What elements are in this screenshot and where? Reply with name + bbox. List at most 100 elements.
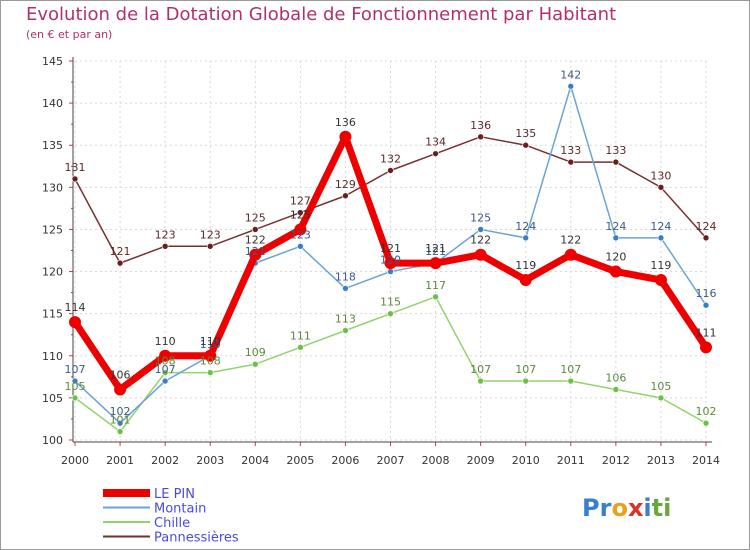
data-point — [69, 316, 81, 329]
logo-letter: t — [652, 494, 663, 522]
data-label: 118 — [335, 270, 356, 283]
data-point — [387, 268, 394, 275]
data-point — [206, 242, 214, 250]
data-point — [116, 419, 124, 427]
data-point — [297, 209, 304, 216]
y-tick-label: 115 — [42, 308, 63, 321]
data-point — [429, 257, 442, 270]
data-point — [249, 248, 262, 261]
data-point — [384, 257, 397, 270]
data-label: 131 — [65, 161, 86, 174]
data-label: 142 — [560, 68, 581, 81]
data-label: 115 — [380, 296, 401, 309]
data-point — [657, 184, 665, 191]
data-label: 107 — [155, 363, 176, 376]
data-point — [206, 369, 214, 376]
data-label: 122 — [470, 234, 491, 247]
data-point — [609, 265, 622, 278]
data-label: 133 — [560, 144, 581, 157]
x-tick-label: 2012 — [602, 454, 630, 467]
x-tick-label: 2004 — [241, 454, 269, 467]
data-label: 119 — [515, 259, 536, 272]
x-tick-label: 2005 — [286, 454, 314, 467]
data-label: 124 — [605, 220, 626, 233]
y-tick-label: 145 — [42, 55, 63, 68]
y-tick-label: 100 — [42, 434, 63, 447]
data-label: 113 — [335, 313, 356, 326]
series-le-pin — [69, 130, 712, 396]
data-label: 135 — [515, 127, 536, 140]
data-point — [477, 226, 484, 233]
series-group — [69, 82, 712, 435]
y-tick-label: 125 — [42, 223, 63, 236]
axes: 100 105 110 115 120 125 130 135 140 145 2000 2001 20… — [42, 55, 720, 467]
data-label: 129 — [335, 178, 356, 191]
data-point — [294, 223, 307, 236]
data-point — [204, 349, 217, 362]
data-point — [161, 242, 169, 250]
data-point — [71, 377, 79, 385]
data-label: 111 — [290, 329, 311, 342]
data-label: 119 — [650, 259, 671, 272]
data-label: 107 — [515, 363, 536, 376]
x-tick-label: 2014 — [692, 454, 720, 467]
data-point — [567, 82, 575, 90]
data-label: 130 — [650, 169, 671, 182]
data-point — [702, 301, 710, 309]
data-point — [387, 167, 394, 174]
data-label: 122 — [560, 234, 581, 247]
data-label: 117 — [425, 279, 446, 292]
data-point — [342, 285, 349, 292]
data-label: 121 — [425, 245, 446, 258]
x-tick-label: 2003 — [196, 454, 224, 467]
data-point — [71, 394, 79, 402]
logo-letter: i — [643, 494, 651, 522]
data-point — [432, 293, 439, 301]
logo-letter: i — [663, 494, 671, 522]
data-label: 136 — [335, 116, 356, 129]
data-label: 134 — [425, 136, 446, 149]
data-point — [116, 428, 124, 435]
data-point — [702, 419, 710, 427]
data-label: 122 — [245, 234, 266, 247]
data-point — [612, 386, 620, 393]
x-tick-label: 2010 — [512, 454, 540, 467]
data-label: 110 — [155, 335, 176, 348]
data-point — [297, 344, 304, 351]
data-label: 102 — [696, 405, 717, 418]
data-point — [657, 234, 665, 242]
data-label: 136 — [470, 119, 491, 132]
data-label: 106 — [110, 368, 131, 381]
data-point — [522, 377, 530, 385]
data-label: 106 — [605, 371, 626, 384]
data-label: 110 — [200, 335, 221, 348]
legend-label: Chille — [154, 516, 190, 531]
data-label: 107 — [470, 363, 491, 376]
data-point — [612, 158, 620, 166]
x-tick-label: 2013 — [647, 454, 675, 467]
data-point — [116, 259, 124, 267]
data-point — [387, 310, 394, 317]
data-point — [342, 327, 349, 334]
data-point — [657, 394, 665, 402]
data-label: 121 — [380, 242, 401, 255]
data-label: 114 — [65, 301, 86, 314]
data-label: 109 — [245, 346, 266, 359]
data-point — [564, 248, 577, 261]
data-point — [432, 150, 439, 157]
grid — [74, 60, 707, 441]
data-label: 111 — [696, 326, 717, 339]
x-tick-label: 2002 — [151, 454, 179, 467]
y-tick-label: 140 — [42, 97, 63, 110]
data-point — [251, 360, 259, 368]
data-label: 120 — [605, 251, 626, 264]
data-label: 123 — [200, 228, 221, 241]
data-point — [159, 349, 172, 362]
x-tick-label: 2008 — [422, 454, 450, 467]
data-label: 108 — [155, 355, 176, 368]
legend-label: LE PIN — [154, 487, 195, 502]
legend-label: Pannessières — [154, 531, 239, 546]
data-point — [297, 242, 304, 250]
